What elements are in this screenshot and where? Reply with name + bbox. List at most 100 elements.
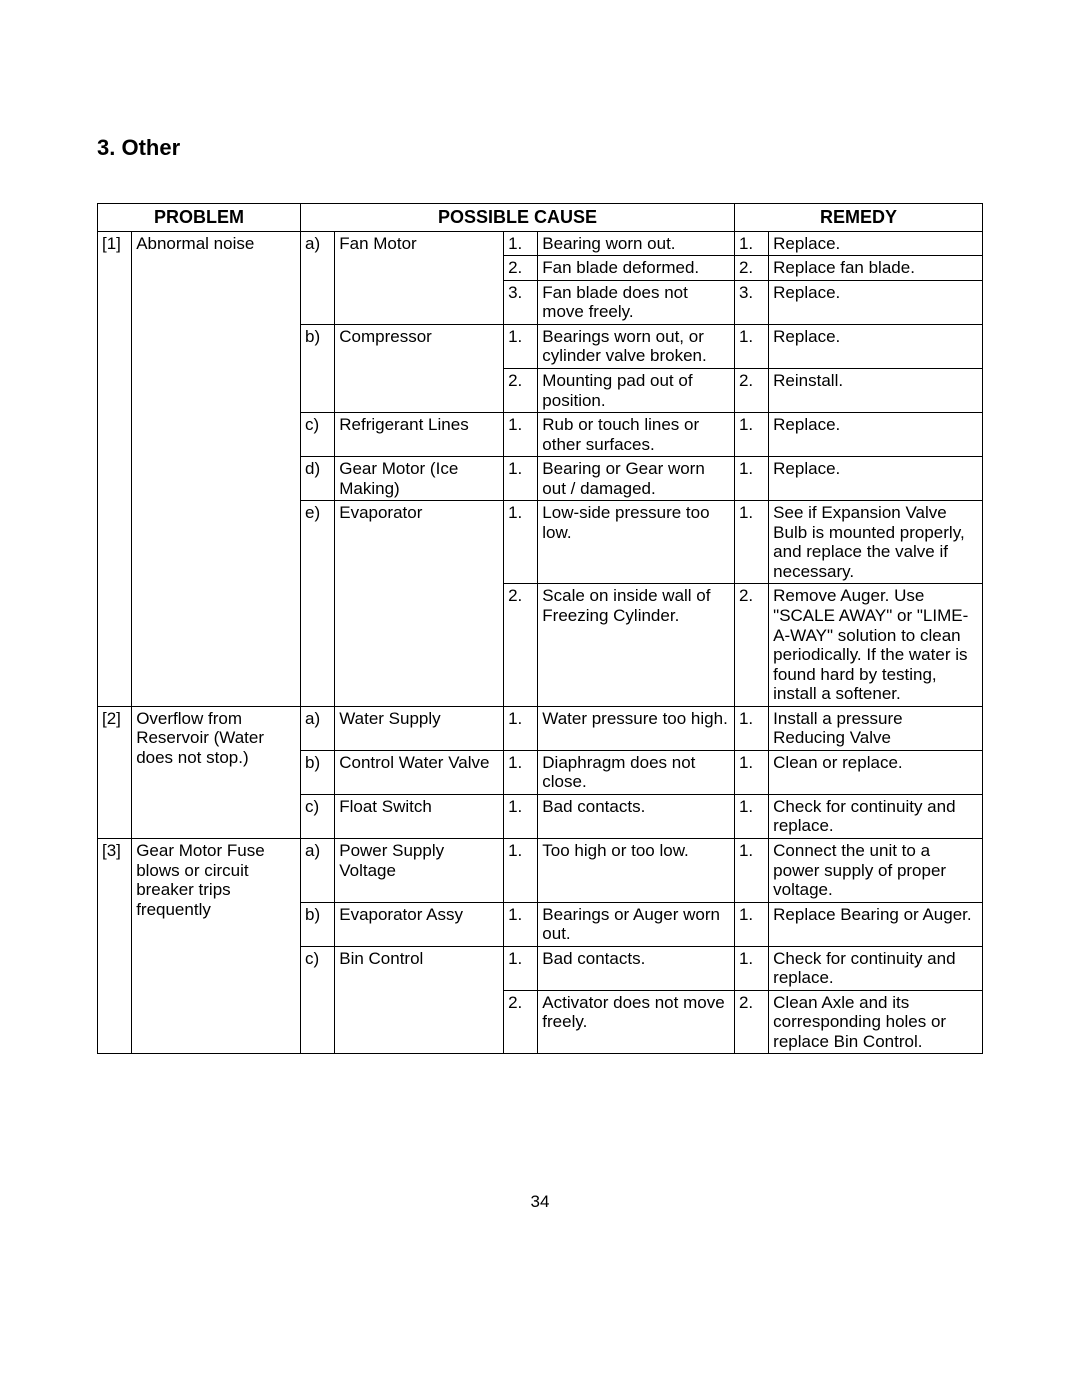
cause-text: Evaporator xyxy=(335,501,504,706)
remedy-number: 1. xyxy=(734,501,768,584)
remedy-text: Replace fan blade. xyxy=(769,256,983,281)
remedy-text: Install a pressure Reducing Valve xyxy=(769,706,983,750)
remedy-text: Replace. xyxy=(769,231,983,256)
remedy-number: 1. xyxy=(734,324,768,368)
detail-text: Bad contacts. xyxy=(538,794,735,838)
remedy-number: 3. xyxy=(734,280,768,324)
cause-text: Fan Motor xyxy=(335,231,504,324)
detail-text: Bearing or Gear worn out / damaged. xyxy=(538,457,735,501)
problem-number: [2] xyxy=(98,706,132,838)
header-remedy: REMEDY xyxy=(734,204,982,232)
remedy-number: 1. xyxy=(734,902,768,946)
remedy-number: 2. xyxy=(734,256,768,281)
section-title: 3. Other xyxy=(97,135,983,161)
remedy-text: Check for continuity and replace. xyxy=(769,794,983,838)
detail-text: Scale on inside wall of Freezing Cylinde… xyxy=(538,584,735,706)
remedy-number: 1. xyxy=(734,794,768,838)
table-row: [3]Gear Motor Fuse blows or circuit brea… xyxy=(98,839,983,903)
cause-text: Refrigerant Lines xyxy=(335,413,504,457)
remedy-number: 1. xyxy=(734,231,768,256)
detail-text: Fan blade does not move freely. xyxy=(538,280,735,324)
detail-number: 3. xyxy=(504,280,538,324)
cause-letter: c) xyxy=(301,413,335,457)
remedy-number: 1. xyxy=(734,839,768,903)
problem-number: [1] xyxy=(98,231,132,706)
cause-letter: a) xyxy=(301,706,335,750)
remedy-number: 1. xyxy=(734,457,768,501)
remedy-number: 1. xyxy=(734,946,768,990)
detail-number: 1. xyxy=(504,457,538,501)
table-row: [1]Abnormal noisea)Fan Motor1.Bearing wo… xyxy=(98,231,983,256)
remedy-number: 2. xyxy=(734,584,768,706)
cause-letter: a) xyxy=(301,839,335,903)
problem-text: Gear Motor Fuse blows or circuit breaker… xyxy=(132,839,301,1054)
detail-number: 2. xyxy=(504,584,538,706)
detail-number: 1. xyxy=(504,413,538,457)
detail-number: 1. xyxy=(504,902,538,946)
remedy-number: 1. xyxy=(734,706,768,750)
detail-text: Water pressure too high. xyxy=(538,706,735,750)
cause-letter: a) xyxy=(301,231,335,324)
cause-letter: c) xyxy=(301,794,335,838)
cause-text: Float Switch xyxy=(335,794,504,838)
detail-number: 1. xyxy=(504,324,538,368)
detail-text: Too high or too low. xyxy=(538,839,735,903)
cause-letter: c) xyxy=(301,946,335,1054)
problem-number: [3] xyxy=(98,839,132,1054)
problem-text: Overflow from Reservoir (Water does not … xyxy=(132,706,301,838)
detail-text: Activator does not move freely. xyxy=(538,990,735,1054)
cause-text: Bin Control xyxy=(335,946,504,1054)
detail-number: 1. xyxy=(504,794,538,838)
table-header-row: PROBLEM POSSIBLE CAUSE REMEDY xyxy=(98,204,983,232)
detail-text: Fan blade deformed. xyxy=(538,256,735,281)
remedy-number: 1. xyxy=(734,413,768,457)
remedy-text: Replace. xyxy=(769,413,983,457)
detail-number: 1. xyxy=(504,946,538,990)
remedy-text: Clean Axle and its corresponding holes o… xyxy=(769,990,983,1054)
detail-number: 1. xyxy=(504,501,538,584)
cause-text: Evaporator Assy xyxy=(335,902,504,946)
troubleshooting-table: PROBLEM POSSIBLE CAUSE REMEDY [1]Abnorma… xyxy=(97,203,983,1054)
detail-text: Bad contacts. xyxy=(538,946,735,990)
header-problem: PROBLEM xyxy=(98,204,301,232)
cause-letter: d) xyxy=(301,457,335,501)
detail-number: 2. xyxy=(504,368,538,412)
cause-letter: b) xyxy=(301,750,335,794)
remedy-number: 2. xyxy=(734,368,768,412)
cause-text: Compressor xyxy=(335,324,504,412)
remedy-text: Clean or replace. xyxy=(769,750,983,794)
detail-number: 1. xyxy=(504,231,538,256)
remedy-text: Replace. xyxy=(769,457,983,501)
remedy-text: Remove Auger. Use "SCALE AWAY" or "LIME-… xyxy=(769,584,983,706)
remedy-number: 1. xyxy=(734,750,768,794)
cause-letter: b) xyxy=(301,324,335,412)
page: 3. Other PROBLEM POSSIBLE CAUSE REMEDY [… xyxy=(0,0,1080,1397)
detail-text: Mounting pad out of position. xyxy=(538,368,735,412)
cause-text: Gear Motor (Ice Making) xyxy=(335,457,504,501)
detail-number: 1. xyxy=(504,750,538,794)
detail-number: 2. xyxy=(504,256,538,281)
remedy-text: Replace. xyxy=(769,324,983,368)
cause-letter: b) xyxy=(301,902,335,946)
detail-text: Bearings or Auger worn out. xyxy=(538,902,735,946)
remedy-text: Connect the unit to a power supply of pr… xyxy=(769,839,983,903)
remedy-text: Check for continuity and replace. xyxy=(769,946,983,990)
remedy-text: Reinstall. xyxy=(769,368,983,412)
detail-number: 1. xyxy=(504,706,538,750)
remedy-number: 2. xyxy=(734,990,768,1054)
cause-text: Control Water Valve xyxy=(335,750,504,794)
table-body: [1]Abnormal noisea)Fan Motor1.Bearing wo… xyxy=(98,231,983,1054)
cause-text: Water Supply xyxy=(335,706,504,750)
table-row: [2]Overflow from Reservoir (Water does n… xyxy=(98,706,983,750)
detail-number: 1. xyxy=(504,839,538,903)
page-number: 34 xyxy=(0,1192,1080,1212)
detail-number: 2. xyxy=(504,990,538,1054)
remedy-text: Replace. xyxy=(769,280,983,324)
detail-text: Bearing worn out. xyxy=(538,231,735,256)
detail-text: Rub or touch lines or other surfaces. xyxy=(538,413,735,457)
detail-text: Diaphragm does not close. xyxy=(538,750,735,794)
remedy-text: Replace Bearing or Auger. xyxy=(769,902,983,946)
remedy-text: See if Expansion Valve Bulb is mounted p… xyxy=(769,501,983,584)
problem-text: Abnormal noise xyxy=(132,231,301,706)
detail-text: Bearings worn out, or cylinder valve bro… xyxy=(538,324,735,368)
